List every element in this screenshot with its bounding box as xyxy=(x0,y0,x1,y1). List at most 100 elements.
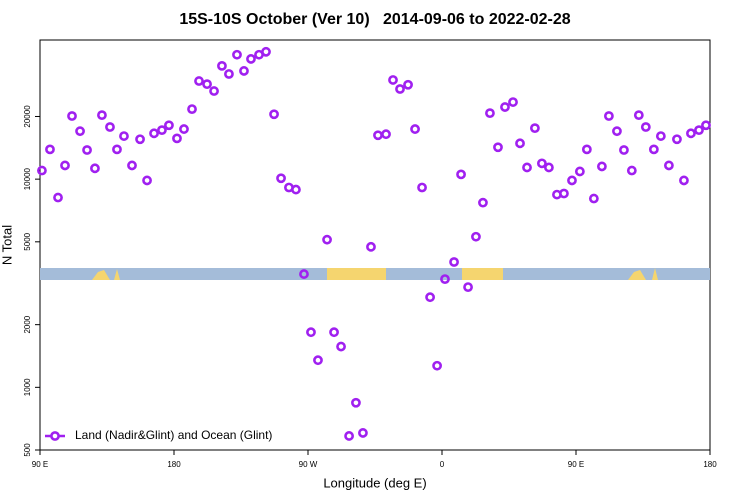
point xyxy=(306,327,316,338)
chart-title: 15S-10S October (Ver 10) 2014-09-06 to 2… xyxy=(179,11,570,28)
point xyxy=(336,341,346,352)
point xyxy=(701,120,711,131)
point xyxy=(574,166,585,177)
point xyxy=(194,76,204,86)
point xyxy=(485,108,495,119)
plot-frame xyxy=(39,39,711,451)
point xyxy=(694,125,704,136)
legend-marker xyxy=(50,431,60,441)
y-tick-label: 2000 xyxy=(23,315,32,333)
point xyxy=(679,175,689,186)
point xyxy=(530,123,540,134)
point xyxy=(619,145,629,155)
y-tick-label: 5000 xyxy=(23,232,32,250)
point xyxy=(164,120,174,131)
point xyxy=(179,124,189,134)
point xyxy=(246,54,256,64)
y-tick-label: 500 xyxy=(23,443,32,457)
point xyxy=(209,86,219,96)
point xyxy=(276,173,286,184)
y-tick-label: 10000 xyxy=(23,167,32,190)
point xyxy=(37,165,47,176)
point xyxy=(478,197,488,208)
point xyxy=(202,79,212,90)
point xyxy=(373,130,383,141)
point xyxy=(53,192,63,203)
point xyxy=(112,144,122,155)
point xyxy=(157,125,167,136)
point xyxy=(648,144,659,155)
x-axis-label: Longitude (deg E) xyxy=(323,475,426,490)
point xyxy=(224,69,234,79)
point xyxy=(640,122,651,132)
point xyxy=(127,160,137,171)
point xyxy=(515,138,525,149)
point xyxy=(522,162,532,173)
point xyxy=(664,160,674,171)
point xyxy=(187,104,197,115)
point xyxy=(105,122,115,132)
point xyxy=(425,292,435,303)
x-tick-label: 90 W xyxy=(299,460,318,469)
point xyxy=(172,133,182,144)
point xyxy=(493,142,503,153)
point xyxy=(149,128,159,139)
x-tick-label: 0 xyxy=(440,460,445,469)
point xyxy=(604,111,614,121)
point xyxy=(471,231,481,242)
point xyxy=(440,274,450,285)
point xyxy=(567,175,577,186)
point xyxy=(449,257,459,267)
y-axis-label: N Total xyxy=(0,225,14,265)
point xyxy=(329,327,339,338)
x-tick-label: 180 xyxy=(703,460,717,469)
y-tick-label: 1000 xyxy=(23,378,32,396)
point xyxy=(358,428,368,438)
point xyxy=(217,60,227,71)
point xyxy=(351,397,361,408)
point xyxy=(544,162,554,173)
point xyxy=(82,145,92,155)
point xyxy=(463,282,473,293)
point xyxy=(67,111,77,121)
x-tick-label: 90 E xyxy=(568,460,584,469)
point xyxy=(508,97,518,107)
point xyxy=(261,46,271,57)
point xyxy=(395,84,405,94)
point xyxy=(655,131,666,141)
point xyxy=(588,193,599,204)
point xyxy=(97,110,107,121)
point xyxy=(388,75,398,85)
point xyxy=(432,360,442,371)
point xyxy=(581,144,592,155)
point xyxy=(90,163,100,174)
point xyxy=(633,110,644,121)
point xyxy=(626,165,637,176)
point xyxy=(60,160,70,171)
point xyxy=(299,269,309,279)
point xyxy=(313,355,323,366)
point xyxy=(500,102,510,112)
point xyxy=(366,241,376,252)
point xyxy=(672,134,682,145)
point xyxy=(537,158,547,169)
point xyxy=(344,431,354,441)
point xyxy=(381,129,391,140)
land-mask xyxy=(40,268,710,280)
point xyxy=(142,175,152,186)
y-tick-label: 20000 xyxy=(23,105,32,128)
point xyxy=(403,79,413,90)
point xyxy=(75,126,85,137)
point xyxy=(232,49,242,60)
point xyxy=(45,144,55,155)
point xyxy=(322,234,332,245)
point xyxy=(417,182,427,193)
point xyxy=(456,169,466,180)
point xyxy=(612,126,622,137)
point xyxy=(559,188,569,199)
legend-label: Land (Nadir&Glint) and Ocean (Glint) xyxy=(75,428,272,442)
point xyxy=(135,134,145,145)
point xyxy=(239,66,249,76)
point xyxy=(410,124,420,134)
